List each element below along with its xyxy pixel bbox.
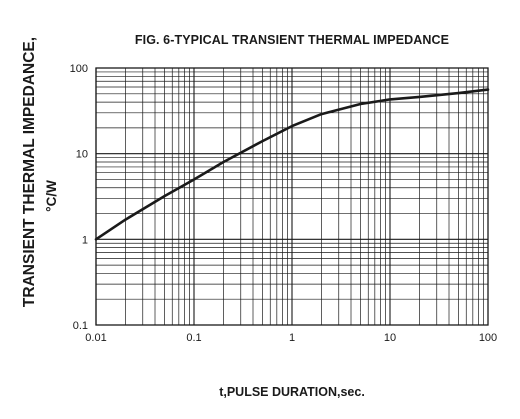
x-tick-label: 0.01 <box>85 332 106 344</box>
y-tick-label: 1 <box>82 234 88 246</box>
y-tick-label: 0.1 <box>73 320 88 332</box>
y-tick-label: 10 <box>76 149 88 161</box>
x-tick-label: 1 <box>289 332 295 344</box>
x-tick-label: 0.1 <box>186 332 201 344</box>
x-tick-label: 10 <box>384 332 396 344</box>
x-axis-title: t,PULSE DURATION,sec. <box>219 385 365 399</box>
x-tick-label: 100 <box>479 332 497 344</box>
y-tick-label: 100 <box>70 63 88 75</box>
chart-title: FIG. 6-TYPICAL TRANSIENT THERMAL IMPEDAN… <box>134 33 450 47</box>
plot-frame <box>95 67 489 326</box>
series-line <box>94 88 490 241</box>
